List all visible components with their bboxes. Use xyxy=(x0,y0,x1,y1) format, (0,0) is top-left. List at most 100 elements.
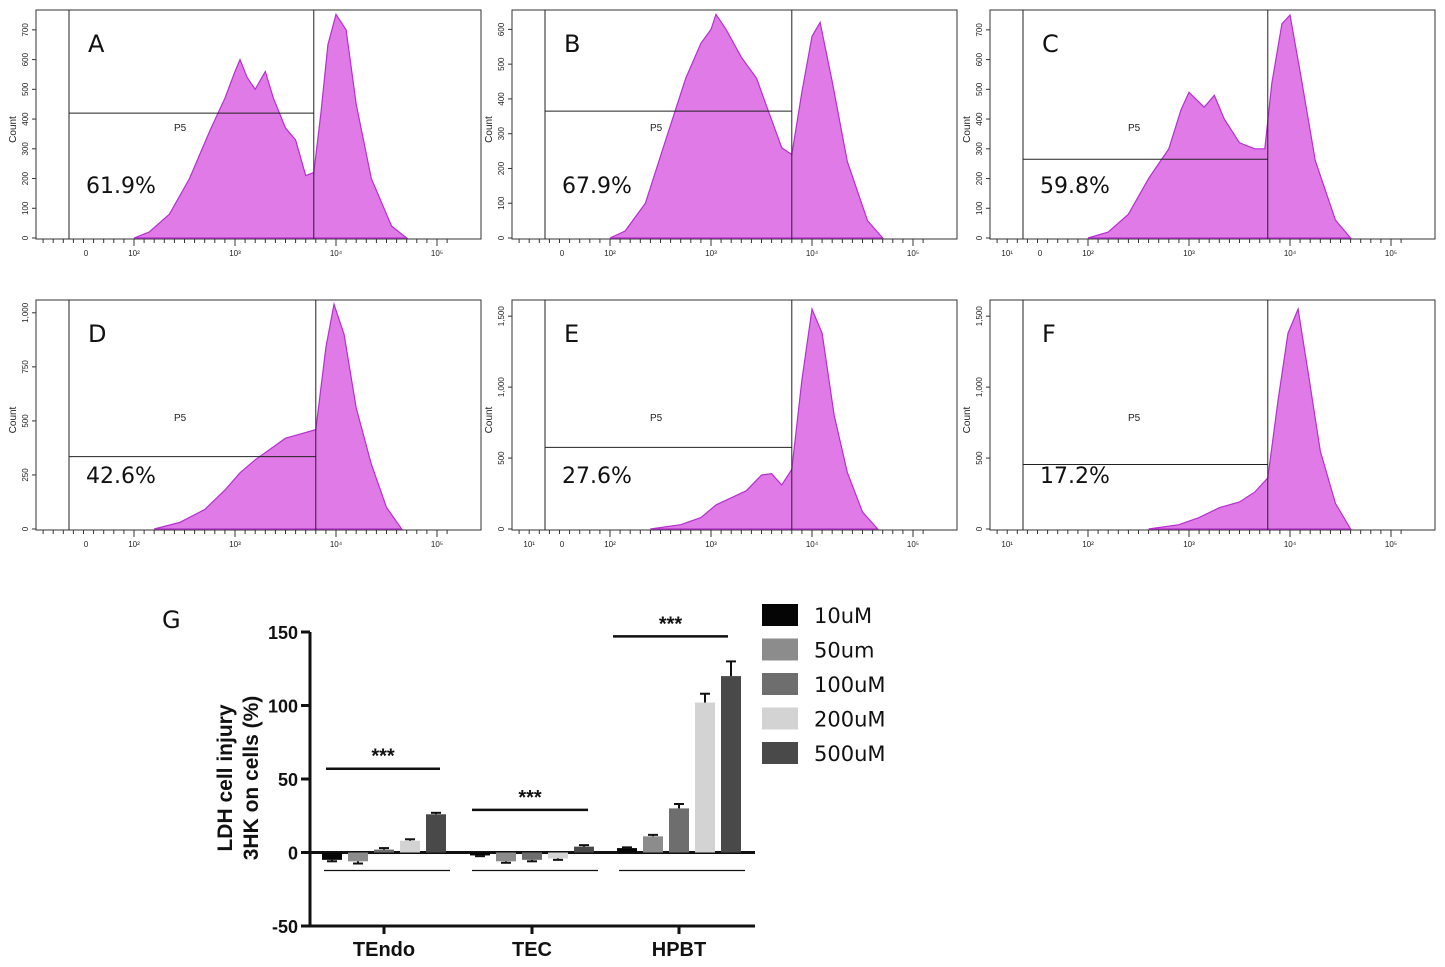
panel-letter: A xyxy=(88,30,105,58)
y-axis-label: Count xyxy=(8,406,19,433)
legend-label-500um: 500uM xyxy=(814,742,886,766)
y-tick-label: 250 xyxy=(21,468,30,482)
legend-swatch-10um xyxy=(762,604,798,626)
y-axis-label: Count xyxy=(962,406,973,433)
x-tick-label: 10⁵ xyxy=(431,249,443,258)
significance-label: *** xyxy=(518,787,542,809)
y-tick-label: 0 xyxy=(21,235,30,240)
y-tick-label: 1,500 xyxy=(975,306,984,327)
y-tick-label: 600 xyxy=(975,52,984,66)
category-label-tec: TEC xyxy=(512,939,552,961)
x-tick-label: 10¹ xyxy=(523,540,535,549)
histogram-panel-f: 0 500 1,000 1,500 Count 10¹ 10² 10³ 10⁴ 10⁵ F P5 17.… xyxy=(962,299,1436,549)
x-tick-label: 10⁵ xyxy=(431,540,443,549)
plot-frame xyxy=(35,299,482,531)
histogram-area xyxy=(650,306,880,530)
y-tick-label: 300 xyxy=(497,126,506,140)
y-tick-label: 500 xyxy=(497,57,506,71)
x-tick-label: 10⁴ xyxy=(1284,249,1297,258)
y-tick-label: 100 xyxy=(497,196,506,210)
histogram-area xyxy=(1087,13,1352,239)
gate-label: P5 xyxy=(174,123,187,134)
legend-label-50um: 50um xyxy=(814,639,875,663)
legend-label-100um: 100uM xyxy=(814,673,886,697)
histogram-panel-e: 0 500 1,000 1,500 Count 0 10¹ 10² 10³ 10⁴ 10⁵ E P5 27… xyxy=(484,299,958,549)
legend-swatch-500um xyxy=(762,742,798,764)
x-tick-label: 10¹ xyxy=(1001,249,1013,258)
x-tick-label: 10⁵ xyxy=(1385,540,1397,549)
y-tick-label: 750 xyxy=(21,360,30,374)
y-axis-label-line2: 3HK on cells (%) xyxy=(240,696,263,861)
legend-swatch-200um xyxy=(762,707,798,730)
bar-500um-hpbt xyxy=(721,676,741,853)
y-tick-label: 400 xyxy=(497,92,506,106)
bar-100um-hpbt xyxy=(669,808,689,853)
panel-letter: D xyxy=(88,320,106,348)
x-tick-label: 10⁴ xyxy=(1284,540,1297,549)
y-tick-label: 1,500 xyxy=(497,306,506,327)
y-axis-label: Count xyxy=(8,116,19,143)
x-tick-label: 10² xyxy=(604,249,616,258)
category-label-tendo: TEndo xyxy=(353,939,415,961)
x-tick-label: 10⁴ xyxy=(806,540,819,549)
y-axis-label: Count xyxy=(484,116,495,143)
gate-percent-label: 27.6% xyxy=(562,464,632,489)
x-tick-label: 10⁴ xyxy=(330,249,343,258)
x-tick-label: 10² xyxy=(1082,249,1094,258)
x-tick-label: 10¹ xyxy=(1001,540,1013,549)
plot-frame xyxy=(989,299,1436,531)
x-tick-label: 0 xyxy=(84,540,89,549)
gate-percent-label: 59.8% xyxy=(1040,174,1110,199)
panel-letter: B xyxy=(564,30,580,58)
y-axis-label: Count xyxy=(484,406,495,433)
gate-label: P5 xyxy=(650,123,663,134)
bar-500um-tec xyxy=(574,846,594,853)
x-tick-label: 10² xyxy=(128,540,140,549)
y-tick-label: 150 xyxy=(268,623,298,643)
bar-10um-hpbt xyxy=(617,848,637,853)
y-tick-label: 200 xyxy=(497,161,506,175)
y-tick-label: 200 xyxy=(975,171,984,185)
gate-label: P5 xyxy=(650,413,663,424)
y-tick-label: 200 xyxy=(21,171,30,185)
bar-50um-tec xyxy=(496,852,516,862)
histogram-area xyxy=(1148,306,1352,530)
significance-label: *** xyxy=(659,613,683,635)
y-tick-label: 1,000 xyxy=(975,377,984,398)
y-tick-label: 500 xyxy=(21,414,30,428)
y-tick-label: 600 xyxy=(497,22,506,36)
bar-200um-hpbt xyxy=(695,702,715,853)
y-tick-label: 500 xyxy=(497,451,506,465)
y-tick-label: 500 xyxy=(975,82,984,96)
y-tick-label: 300 xyxy=(21,142,30,156)
y-tick-label: 1,000 xyxy=(497,377,506,398)
x-tick-label: 10⁵ xyxy=(1385,249,1397,258)
histogram-area xyxy=(609,12,885,239)
y-tick-label: 0 xyxy=(975,526,984,531)
panel-letter: C xyxy=(1042,30,1059,58)
gate-label: P5 xyxy=(174,413,187,424)
y-tick-label: 0 xyxy=(288,844,298,864)
x-tick-label: 10⁵ xyxy=(907,249,919,258)
bar-500um-tendo xyxy=(426,814,446,853)
x-tick-label: 10³ xyxy=(705,249,717,258)
plot-frame xyxy=(511,9,958,240)
x-tick-label: 10² xyxy=(1082,540,1094,549)
bar-10um-tec xyxy=(470,852,490,856)
y-tick-label: 50 xyxy=(278,770,298,790)
y-tick-label: 700 xyxy=(975,23,984,37)
y-tick-label: 1,000 xyxy=(21,302,30,323)
bar-50um-tendo xyxy=(348,852,368,862)
y-tick-label: 500 xyxy=(975,451,984,465)
x-tick-label: 10⁵ xyxy=(907,540,919,549)
legend-swatch-100um xyxy=(762,673,798,695)
ldh-bar-chart: G -50 0 50 100 150 LDH cell injury 3HK on cells… xyxy=(162,604,886,961)
plot-frame xyxy=(989,9,1436,240)
plot-frame xyxy=(35,9,482,240)
x-tick-label: 10² xyxy=(128,249,140,258)
y-tick-label: 400 xyxy=(21,112,30,126)
y-tick-label: 0 xyxy=(975,235,984,240)
histogram-panel-b: 0 100 200 300 400 500 600 Count 0 10² 10³ 10⁴ 10⁵ B P5… xyxy=(484,9,958,258)
bar-200um-tec xyxy=(548,852,568,859)
